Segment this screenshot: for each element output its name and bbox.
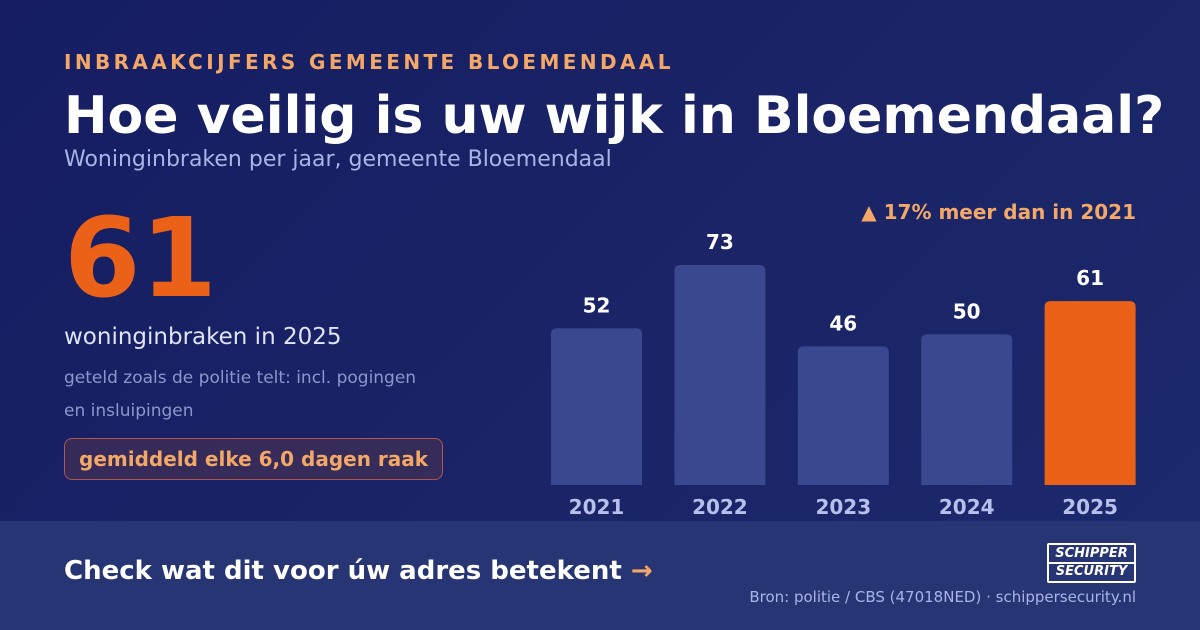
highlight-label: woninginbraken in 2025: [64, 324, 342, 350]
page-title: Hoe veilig is uw wijk in Bloemendaal?: [64, 86, 1165, 146]
highlight-number: 61: [64, 194, 218, 322]
change-note: ▲ 17% meer dan in 2021: [861, 200, 1136, 224]
bar-2021: [551, 328, 642, 485]
x-tick-2023: 2023: [815, 495, 871, 519]
value-label-2021: 52: [583, 293, 611, 317]
arrow-right-icon: →: [630, 556, 653, 586]
frequency-badge: gemiddeld elke 6,0 dagen raak: [64, 438, 444, 480]
bar-2025: [1044, 301, 1136, 485]
x-tick-2024: 2024: [939, 495, 995, 519]
logo-line-1: SCHIPPER: [1055, 546, 1128, 561]
bar-2023: [797, 346, 889, 485]
cta-label: Check wat dit voor úw adres betekent: [64, 556, 622, 586]
page-kicker: INBRAAKCIJFERS GEMEENTE BLOEMENDAAL: [64, 50, 674, 74]
logo-line-2: SECURITY: [1055, 564, 1128, 579]
bar-2022: [674, 265, 766, 485]
logo-divider: [1049, 562, 1134, 564]
x-tick-2021: 2021: [569, 495, 625, 519]
page-subtitle: Woninginbraken per jaar, gemeente Bloeme…: [64, 147, 612, 172]
brand-logo: SCHIPPER SECURITY: [1047, 543, 1136, 583]
source-text: Bron: politie / CBS (47018NED) · schippe…: [749, 588, 1136, 606]
value-label-2024: 50: [953, 299, 981, 323]
footer-bar: Check wat dit voor úw adres betekent → S…: [0, 521, 1200, 630]
x-tick-2022: 2022: [692, 495, 748, 519]
bar-chart: 52 2021 73 2022 46 2023 50 2024 61 2025: [551, 230, 1136, 519]
value-label-2025: 61: [1076, 266, 1104, 290]
bar-2024: [921, 334, 1013, 485]
highlight-note: geteld zoals de politie telt: incl. pogi…: [64, 368, 417, 421]
x-tick-2025: 2025: [1062, 495, 1118, 519]
cta-link[interactable]: Check wat dit voor úw adres betekent →: [64, 556, 653, 586]
value-label-2023: 46: [829, 311, 857, 335]
value-label-2022: 73: [706, 230, 734, 254]
